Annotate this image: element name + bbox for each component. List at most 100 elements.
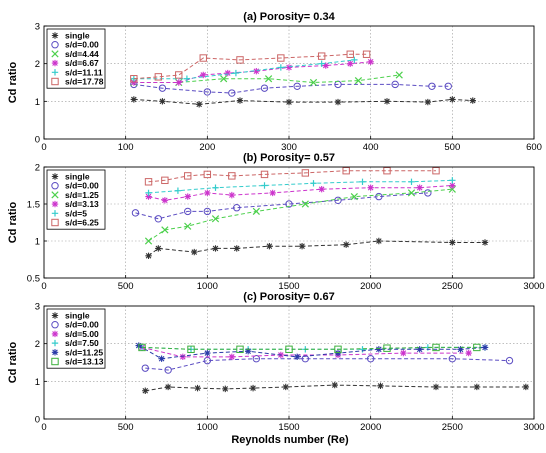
data-point-b-1-5 [285,200,293,208]
legend-marker-b-0 [51,173,59,180]
data-point-a-3-7 [347,60,354,67]
chart-panel-a: 0 100 200 300 400 500 600 0 1 2 3 (a) Porosity= 0.3… [7,11,542,153]
data-point-a-0-4 [285,98,293,106]
data-point-b-4-2 [212,184,219,191]
data-point-c-5-7 [473,343,481,352]
data-point-a-0-0 [130,96,138,103]
legend-a: singles/d=0.00s/d=4.44s/d=6.67s/d=11.11s… [46,28,106,89]
data-point-c-2-6 [465,349,472,357]
x-tick-label-c-2: 1000 [197,422,218,433]
data-point-b-3-5 [269,189,276,197]
data-point-b-1-0 [131,209,140,217]
plot-frame-a [43,25,535,140]
legend-marker-a-5 [51,77,59,86]
series-b-0 [145,237,489,259]
data-point-b-3-1 [161,197,169,204]
x-tick-label-a-1: 100 [118,142,134,153]
x-tick-label-c-3: 1500 [278,422,299,433]
data-point-c-4-1 [158,355,165,362]
series-c-5 [138,343,481,354]
data-point-a-3-3 [224,69,231,77]
data-point-a-5-5 [277,54,285,62]
series-line-a-1 [133,83,449,94]
x-tick-label-a-3: 300 [281,142,297,153]
x-tick-label-c-0: 0 [41,422,46,433]
y-tick-label-c-2: 2 [35,339,40,350]
data-point-c-1-3 [252,355,261,363]
data-point-b-5-7 [342,167,350,175]
data-point-b-2-4 [252,207,260,216]
data-point-b-1-4 [233,204,241,212]
legend-label-b-0: single [65,172,90,182]
data-point-b-5-1 [161,176,169,185]
data-point-a-1-4 [260,84,269,92]
x-tick-label-b-5: 2500 [442,281,463,292]
x-tick-label-b-4: 2000 [360,281,381,292]
data-point-b-1-6 [334,196,342,205]
data-point-c-4-7 [416,346,423,353]
legend-label-b-2: s/d=1.25 [65,190,99,200]
data-point-c-5-0 [138,343,146,352]
data-point-a-1-9 [444,82,452,90]
y-tick-label-b-3: 2 [35,163,40,174]
legend-label-a-5: s/d=17.78 [65,77,104,87]
data-point-b-2-3 [211,215,220,223]
data-point-c-4-6 [375,346,383,353]
legend-label-a-3: s/d=6.67 [65,58,99,68]
data-point-a-0-7 [424,98,432,106]
data-point-a-0-6 [383,98,391,105]
data-point-c-5-2 [236,345,244,354]
data-point-c-0-8 [432,383,440,391]
data-point-c-0-6 [331,381,338,389]
data-point-b-5-2 [184,172,192,180]
data-point-b-4-7 [449,177,456,184]
data-point-c-5-3 [285,345,293,354]
data-point-a-1-8 [428,82,436,90]
data-point-b-5-8 [383,167,391,175]
series-line-a-5 [133,53,367,80]
data-point-b-5-5 [260,170,269,179]
data-point-a-4-2 [232,69,240,77]
series-line-b-5 [148,170,436,183]
legend-marker-b-3 [51,200,59,208]
data-point-b-3-4 [228,191,236,199]
data-point-b-0-10 [481,239,489,246]
chart-title-a: (a) Porosity= 0.34 [243,11,335,23]
x-tick-label-a-4: 400 [363,142,379,153]
x-axis-label: Reynolds number (Re) [231,434,349,446]
legend-marker-b-5 [51,218,59,227]
data-point-c-4-4 [293,353,301,361]
data-point-b-4-1 [174,187,182,194]
x-tick-label-a-2: 200 [199,142,215,153]
data-point-b-2-7 [407,189,416,197]
data-point-b-3-6 [318,186,325,193]
legend-marker-c-5 [51,357,59,366]
data-point-a-1-7 [391,80,399,89]
series-line-c-4 [138,345,486,360]
legend-b: singles/d=0.00s/d=1.25s/d=3.13s/d=5s/d=6… [46,169,106,230]
data-point-c-0-10 [522,383,530,391]
data-point-a-2-5 [354,76,363,85]
data-point-c-0-3 [222,385,229,393]
data-point-b-3-9 [449,182,456,189]
legend-marker-c-0 [51,312,59,319]
data-point-c-2-2 [228,353,236,361]
data-point-b-0-2 [191,248,198,256]
legend-label-a-2: s/d=4.44 [65,49,99,59]
legend-label-c-5: s/d=13.13 [65,357,104,367]
plot-area-b [44,167,534,278]
series-line-c-5 [141,346,477,350]
data-point-a-2-6 [395,71,403,79]
x-tick-label-c-6: 3000 [523,422,544,433]
data-point-a-5-4 [236,56,244,64]
data-point-c-1-1 [164,366,172,374]
legend-marker-a-3 [51,59,59,67]
data-point-b-5-0 [144,178,153,186]
data-point-a-5-6 [317,52,326,60]
chart-title-b: (b) Porosity= 0.57 [243,152,335,164]
data-point-b-3-3 [204,189,211,197]
series-b-1 [131,189,432,223]
data-point-a-0-2 [195,101,203,108]
y-tick-label-c-3: 3 [35,302,40,313]
